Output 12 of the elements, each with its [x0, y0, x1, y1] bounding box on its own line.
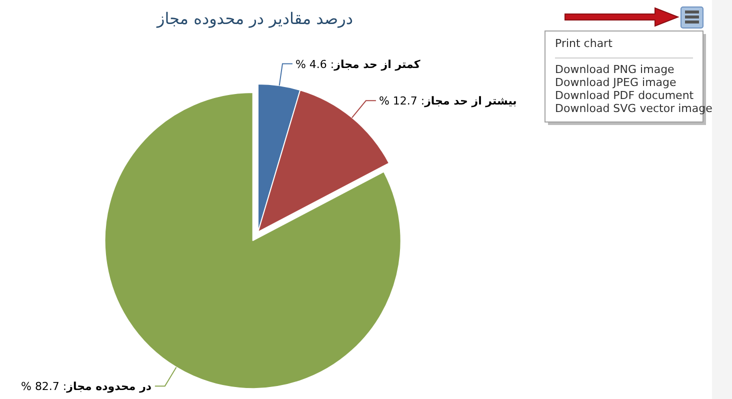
chart-title: درصد مقادیر در محدوده مجاز — [156, 9, 354, 28]
text: Download SVG vector image — [555, 102, 713, 115]
data-label: : 82.7 % — [21, 380, 67, 394]
text: Download PNG image — [555, 63, 675, 76]
slice-label: در محدوده مجاز — [66, 380, 152, 394]
text: Download PDF document — [555, 89, 694, 102]
text: Print chart — [555, 37, 614, 50]
data-label: : 4.6 % — [295, 58, 334, 71]
slice-label: کمتر از حد مجاز — [333, 58, 421, 71]
data-label: : 12.7 % — [378, 94, 425, 108]
text: Download JPEG image — [555, 76, 677, 89]
slice-label: بیشتر از حد مجاز — [424, 94, 517, 108]
